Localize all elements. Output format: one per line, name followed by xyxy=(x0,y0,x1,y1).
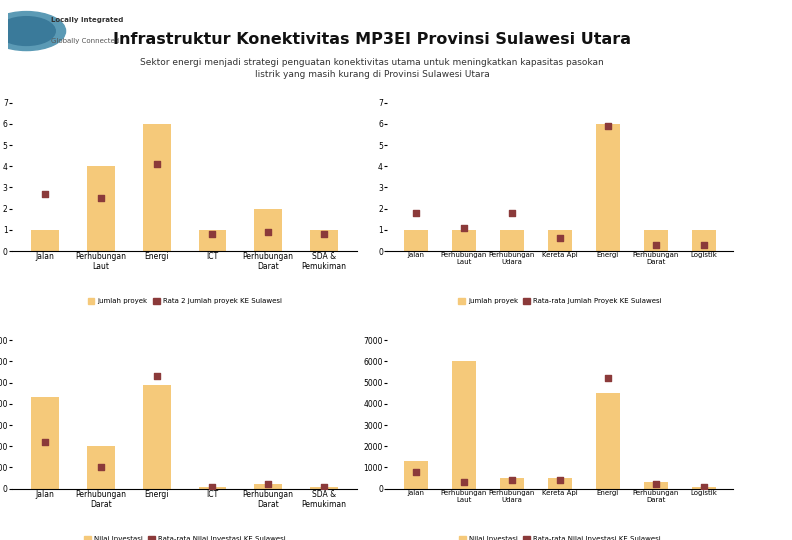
Bar xyxy=(199,230,227,251)
Bar xyxy=(692,487,716,489)
Bar xyxy=(644,482,668,489)
Bar xyxy=(404,230,428,251)
Point xyxy=(39,438,51,447)
Bar xyxy=(310,487,338,489)
Point xyxy=(601,374,614,383)
Point xyxy=(318,482,330,491)
Bar xyxy=(254,484,282,489)
Bar xyxy=(199,487,227,489)
Text: Locally Integrated: Locally Integrated xyxy=(51,17,124,23)
Point xyxy=(649,480,662,489)
Legend: Nilai Investasi, Rata-rata Nilai Investasi KE Sulawesi: Nilai Investasi, Rata-rata Nilai Investa… xyxy=(81,533,288,540)
Point xyxy=(505,476,518,484)
Bar xyxy=(692,230,716,251)
Point xyxy=(698,482,710,491)
Text: Infrastruktur Konektivitas MP3EI Provinsi Sulawesi Utara: Infrastruktur Konektivitas MP3EI Provins… xyxy=(113,32,631,48)
Bar xyxy=(452,361,476,489)
Point xyxy=(649,240,662,249)
Point xyxy=(409,208,422,217)
Point xyxy=(150,160,163,168)
Text: Globally Connected: Globally Connected xyxy=(51,38,120,44)
Bar xyxy=(452,230,476,251)
Text: Perkembangan Revisi Masterlist Infrastruktur MP3EI: Perkembangan Revisi Masterlist Infrastru… xyxy=(763,180,769,360)
Point xyxy=(458,224,470,232)
Point xyxy=(95,463,108,472)
Bar xyxy=(596,124,620,251)
Point xyxy=(262,228,275,237)
Bar xyxy=(548,478,572,489)
Point xyxy=(262,480,275,489)
Circle shape xyxy=(0,11,66,51)
Bar xyxy=(404,461,428,489)
Point xyxy=(95,194,108,202)
Bar xyxy=(143,124,171,251)
Point xyxy=(39,190,51,198)
Text: |: | xyxy=(764,38,768,48)
Legend: Nilai Investasi, Rata-rata Nilai Investasi KE Sulawesi: Nilai Investasi, Rata-rata Nilai Investa… xyxy=(456,533,664,540)
Legend: jumlah proyek, Rata 2 jumlah proyek KE Sulawesi: jumlah proyek, Rata 2 jumlah proyek KE S… xyxy=(85,295,284,307)
Bar xyxy=(500,230,524,251)
Text: Usulan Baru: Usulan Baru xyxy=(522,82,598,91)
Circle shape xyxy=(0,17,55,45)
Bar xyxy=(87,446,115,489)
Bar xyxy=(143,384,171,489)
Point xyxy=(318,230,330,239)
Bar xyxy=(596,393,620,489)
Bar xyxy=(254,208,282,251)
Text: PERPRES: PERPRES xyxy=(156,82,213,91)
Bar xyxy=(32,230,59,251)
Point xyxy=(458,478,470,487)
Bar xyxy=(310,230,338,251)
Point xyxy=(554,234,566,242)
Point xyxy=(206,230,219,239)
Point xyxy=(409,468,422,476)
Point xyxy=(554,476,566,484)
Bar xyxy=(32,397,59,489)
Point xyxy=(505,208,518,217)
Text: 12: 12 xyxy=(756,19,776,33)
Point xyxy=(698,240,710,249)
Text: Sektor energi menjadi strategi penguatan konektivitas utama untuk meningkatkan k: Sektor energi menjadi strategi penguatan… xyxy=(140,58,604,79)
Bar xyxy=(500,478,524,489)
Bar xyxy=(644,230,668,251)
Bar xyxy=(87,166,115,251)
Point xyxy=(150,372,163,381)
Point xyxy=(206,482,219,491)
Point xyxy=(601,122,614,130)
Bar xyxy=(548,230,572,251)
Legend: jumlah proyek, Rata-rata Jumlah Proyek KE Sulawesi: jumlah proyek, Rata-rata Jumlah Proyek K… xyxy=(455,295,664,307)
